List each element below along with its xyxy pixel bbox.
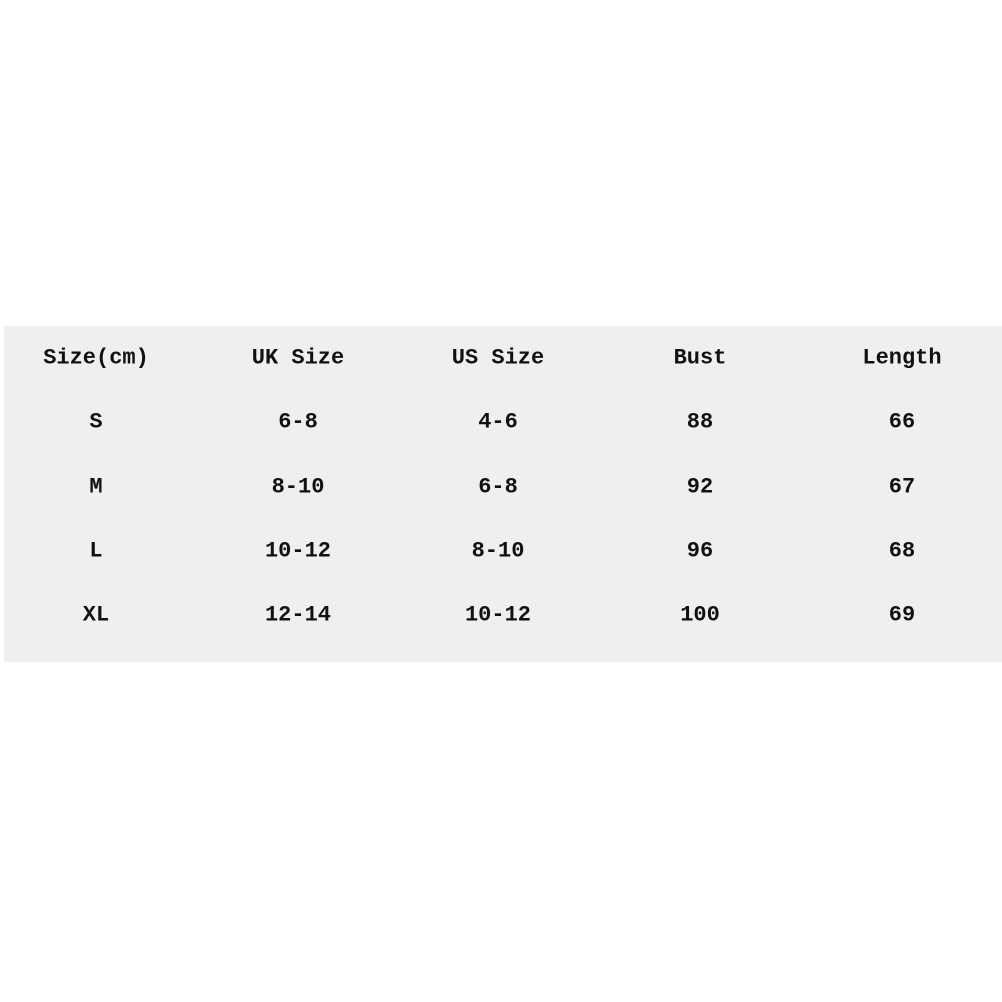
table-cell: XL [82,602,110,628]
table-cell: 8-10 [471,538,525,564]
header-cell: Bust [673,345,727,371]
table-cell: 96 [686,538,714,564]
header-cell: UK Size [251,345,345,371]
table-cell: 69 [888,602,916,628]
table-cell: 100 [680,602,720,628]
table-cell: L [89,538,103,564]
table-cell: 8-10 [271,474,325,500]
table-cell: 88 [686,409,714,435]
table-cell: 66 [888,409,916,435]
table-cell: 10-12 [464,602,531,628]
header-cell: US Size [451,345,545,371]
table-cell: 6-8 [278,409,318,435]
table-cell: S [89,409,103,435]
table-cell: 10-12 [264,538,331,564]
table-cell: 68 [888,538,916,564]
table-cell: 6-8 [478,474,518,500]
table-cell: 4-6 [478,409,518,435]
table-cell: M [89,474,103,500]
table-cell: 67 [888,474,916,500]
table-cell: 92 [686,474,714,500]
header-cell: Length [862,345,942,371]
table-cell: 12-14 [264,602,331,628]
size-table: Size(cm) UK Size US Size Bust Length S 6-8 4-6 8… [4,326,1002,662]
header-cell: Size(cm) [43,345,149,371]
